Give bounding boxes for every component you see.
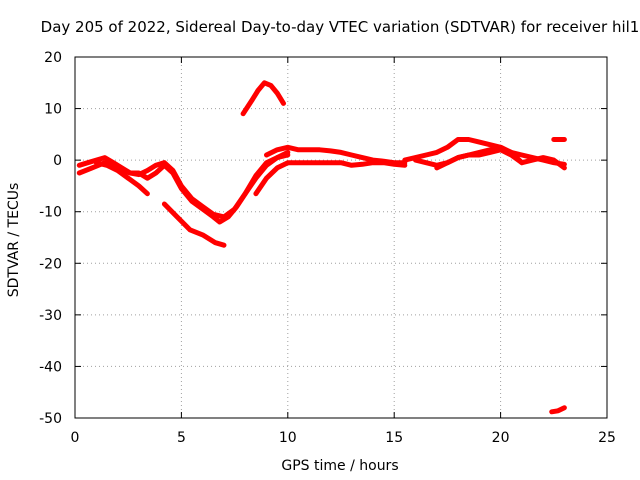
series-track-3: [93, 160, 150, 197]
y-tick-label: -10: [39, 205, 62, 221]
x-axis-title: GPS time / hours: [281, 458, 398, 474]
x-tick-label: 25: [598, 430, 616, 446]
x-tick-label: 20: [492, 430, 510, 446]
y-tick-label: -50: [39, 411, 62, 427]
y-tick-label: 0: [53, 153, 62, 169]
series-track-12: [549, 405, 567, 415]
series-track-6: [253, 160, 408, 197]
x-tick-label: 5: [177, 430, 186, 446]
series-track-5: [240, 80, 286, 117]
y-tick-label: -20: [39, 256, 62, 272]
series-track-4: [161, 201, 227, 248]
tick-labels: 0 5 10 15 20 25 -50 -40 -30 -20 -10 0 10 20: [39, 50, 616, 446]
plot-frame: [74, 56, 608, 419]
x-tick-label: 10: [279, 430, 297, 446]
y-tick-label: 20: [44, 50, 62, 66]
series-layer: [76, 80, 567, 415]
series-track-7: [264, 144, 408, 166]
y-tick-label: -40: [39, 359, 62, 375]
chart-title: Day 205 of 2022, Sidereal Day-to-day VTE…: [41, 18, 640, 36]
series-track-10: [434, 147, 525, 171]
y-tick-label: -30: [39, 308, 62, 324]
grid: [75, 57, 607, 418]
y-axis-title: SDTVAR / TECUs: [6, 183, 22, 298]
x-tick-label: 15: [385, 430, 403, 446]
x-tick-label: 0: [71, 430, 80, 446]
y-tick-label: 10: [44, 102, 62, 118]
